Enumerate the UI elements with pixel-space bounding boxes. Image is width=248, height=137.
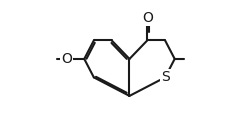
Text: O: O xyxy=(142,11,153,25)
Text: O: O xyxy=(61,52,72,66)
Text: S: S xyxy=(161,70,169,84)
